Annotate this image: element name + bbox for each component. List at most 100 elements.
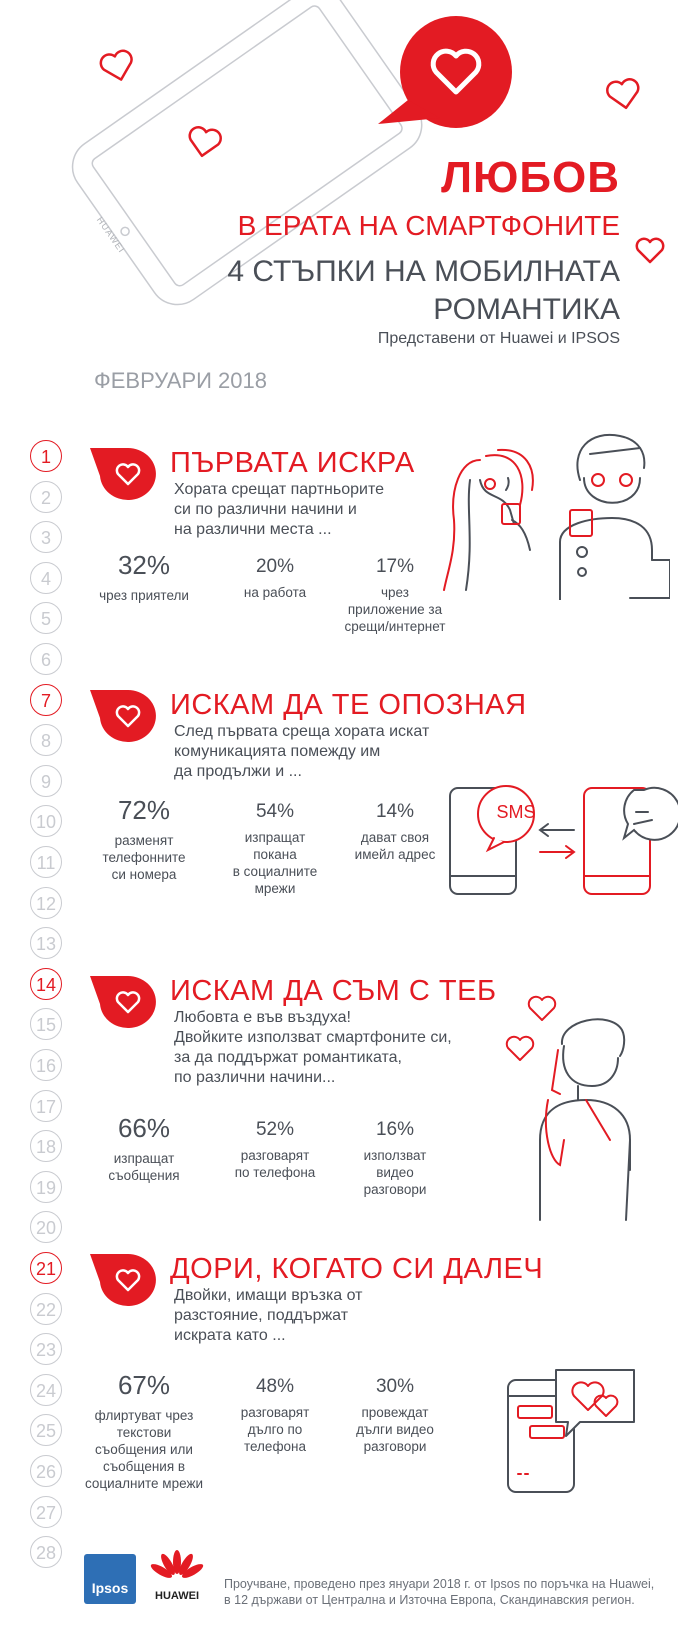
presented-by: Представени от Huawei и IPSOS <box>377 330 620 347</box>
woman-icon <box>443 448 534 591</box>
subtitle-line-1: 4 СТЪПКИ НА МОБИЛНАТА <box>227 255 620 288</box>
section-description: Двойки, имащи връзка от разстояние, подд… <box>174 1287 363 1344</box>
stat-label: флиртуват чрез текстови съобщения или съ… <box>84 1408 204 1491</box>
ipsos-logo-text: Ipsos <box>91 1580 129 1596</box>
stat-label: чрез приложение за срещи/интернет <box>344 585 446 634</box>
stat-value: 52% <box>255 1119 295 1140</box>
timeline-day: 19 <box>30 1170 62 1203</box>
timeline-day: 17 <box>30 1089 62 1122</box>
heart-icon <box>593 1394 619 1417</box>
section-title: ИСКАМ ДА ТЕ ОПОЗНАЯ <box>170 689 527 721</box>
timeline-day: 25 <box>30 1414 62 1447</box>
phone-icon <box>507 1379 575 1493</box>
timeline-day: 16 <box>30 1049 62 1081</box>
timeline-day: 22 <box>30 1292 62 1325</box>
heart-icon <box>606 78 640 110</box>
ipsos-logo: Ipsos <box>84 1554 136 1604</box>
timeline-day: 18 <box>30 1130 62 1163</box>
section-description: Любовта е във въздуха! Двойките използва… <box>174 1009 452 1086</box>
phone-chat-hearts-illustration <box>507 1369 635 1493</box>
stat-label: използват видео разговори <box>363 1148 427 1197</box>
phone-outline-icon <box>71 0 423 306</box>
page-subtitle: В ЕРАТА НА СМАРТФОНИТЕ <box>237 210 620 241</box>
huawei-logo-text: HUAWEI <box>155 1590 199 1602</box>
stat-item: 14% дават своя имейл адрес <box>330 801 460 863</box>
heart-icon <box>188 126 222 158</box>
timeline-day: 5 <box>30 602 62 635</box>
stat-value: 66% <box>117 1113 171 1143</box>
timeline-day: 12 <box>30 886 62 919</box>
stat-value: 14% <box>375 801 415 822</box>
heart-icon <box>527 995 557 1021</box>
section-bubble-icon <box>90 1254 156 1306</box>
stat-value: 16% <box>375 1119 415 1140</box>
timeline-day: 14 <box>30 967 62 1000</box>
timeline-day: 2 <box>30 480 62 513</box>
page-title: ЛЮБОВ <box>441 153 620 202</box>
stat-item: 54% изпращат покана в социалните мрежи <box>220 801 330 897</box>
timeline-day: 7 <box>30 683 62 716</box>
couple-coffee-illustration <box>443 433 670 600</box>
stat-item: 16% използват видео разговори <box>330 1119 460 1198</box>
stat-value: 54% <box>255 801 295 822</box>
timeline-day: 23 <box>30 1333 62 1366</box>
sms-label: SMS <box>496 802 536 822</box>
timeline-day: 6 <box>30 643 62 675</box>
man-icon <box>559 433 670 600</box>
timeline-day: 21 <box>30 1252 62 1284</box>
timeline-day: 24 <box>30 1373 62 1406</box>
huawei-flower-icon <box>150 1550 204 1578</box>
stat-value: 67% <box>117 1370 171 1400</box>
header-illustration <box>71 0 665 306</box>
stat-value: 20% <box>255 556 295 577</box>
timeline-day: 9 <box>30 764 62 797</box>
stat-item: 17% чрез приложение за срещи/интернет <box>330 556 460 635</box>
timeline-day: 15 <box>30 1008 62 1041</box>
stat-value: 48% <box>255 1376 295 1397</box>
stat-label: дават своя имейл адрес <box>354 830 436 862</box>
timeline-day: 4 <box>30 561 62 594</box>
stat-item: 67% флиртуват чрез текстови съобщения ил… <box>74 1370 214 1492</box>
stat-label: изпращат покана в социалните мрежи <box>232 830 318 896</box>
sms-bubble-icon <box>477 785 535 853</box>
timeline-day: 26 <box>30 1455 62 1487</box>
footer-note: Проучване, проведено през януари 2018 г.… <box>224 1577 655 1607</box>
stat-item: 52% разговарят по телефона <box>220 1119 330 1181</box>
section-title: ДОРИ, КОГАТО СИ ДАЛЕЧ <box>170 1253 544 1285</box>
arrow-right-icon <box>539 845 576 859</box>
stat-label: разговарят дълго по телефона <box>240 1405 310 1454</box>
stat-value: 32% <box>117 550 171 580</box>
stat-value: 30% <box>375 1376 415 1397</box>
man-on-phone-illustration <box>505 995 632 1221</box>
message-bar-icon <box>517 1405 553 1419</box>
timeline-day: 1 <box>30 440 62 472</box>
timeline-day: 10 <box>30 805 62 838</box>
stat-item: 30% провеждат дълги видео разговори <box>330 1376 460 1455</box>
stat-item: 48% разговарят дълго по телефона <box>220 1376 330 1455</box>
timeline-day: 27 <box>30 1495 62 1528</box>
man-icon <box>539 1018 632 1221</box>
subtitle-line-2: РОМАНТИКА <box>433 293 620 326</box>
stat-label: провеждат дълги видео разговори <box>356 1405 434 1454</box>
sms-exchange-illustration <box>449 785 678 895</box>
stat-item: 32% чрез приятели <box>84 550 204 604</box>
heart-icon <box>571 1381 605 1411</box>
stat-label: чрез приятели <box>99 588 189 603</box>
section-title: ИСКАМ ДА СЪМ С ТЕБ <box>170 975 497 1007</box>
chat-bubble-icon <box>622 786 678 841</box>
section-title: ПЪРВАТА ИСКРА <box>170 447 415 479</box>
timeline-day: 11 <box>30 846 62 878</box>
stat-label: разменят телефонните си номера <box>102 833 186 882</box>
timeline-day: 28 <box>30 1536 62 1569</box>
section-description: Хората срещат партньорите си по различни… <box>174 481 384 538</box>
timeline-day: 3 <box>30 521 62 554</box>
section-bubble-icon <box>90 690 156 742</box>
heart-icon <box>99 49 133 81</box>
date-label: ФЕВРУАРИ 2018 <box>94 368 267 393</box>
timeline-day: 13 <box>30 927 62 960</box>
heart-icon <box>635 237 665 264</box>
stat-item: 72% разменят телефонните си номера <box>84 795 204 883</box>
timeline-day: 8 <box>30 724 62 757</box>
speech-bubble-heart-icon <box>378 16 512 128</box>
heart-icon <box>505 1035 535 1061</box>
